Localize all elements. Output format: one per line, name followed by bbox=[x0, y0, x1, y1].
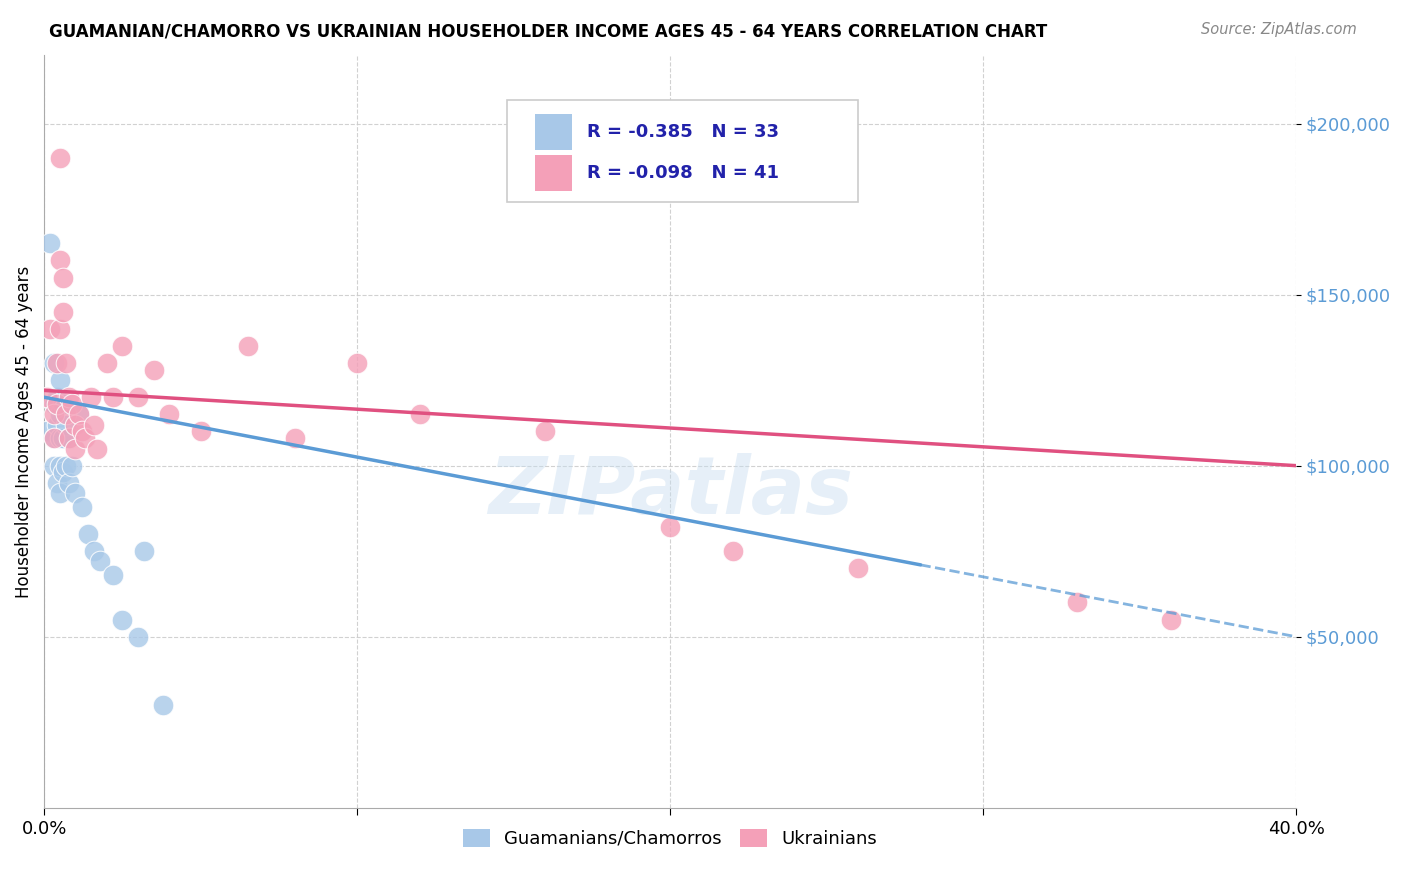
Point bbox=[58, 431, 80, 445]
Point bbox=[58, 390, 80, 404]
Point bbox=[55, 458, 77, 473]
Point bbox=[49, 322, 72, 336]
Point bbox=[49, 373, 72, 387]
Point bbox=[65, 442, 87, 456]
Point bbox=[142, 363, 165, 377]
Point bbox=[49, 253, 72, 268]
Point bbox=[45, 356, 67, 370]
Point bbox=[49, 151, 72, 165]
Point bbox=[127, 630, 149, 644]
Point bbox=[83, 544, 105, 558]
Point bbox=[42, 397, 65, 411]
Text: R = -0.385   N = 33: R = -0.385 N = 33 bbox=[588, 123, 779, 141]
Point bbox=[111, 339, 134, 353]
Point bbox=[49, 431, 72, 445]
Point bbox=[846, 561, 869, 575]
Text: ZIPatlas: ZIPatlas bbox=[488, 452, 852, 531]
Point bbox=[134, 544, 156, 558]
Point bbox=[60, 397, 83, 411]
Point bbox=[1160, 613, 1182, 627]
Point bbox=[45, 390, 67, 404]
Point bbox=[721, 544, 744, 558]
Point bbox=[111, 613, 134, 627]
Point bbox=[67, 408, 90, 422]
Point bbox=[37, 390, 59, 404]
Legend: Guamanians/Chamorros, Ukrainians: Guamanians/Chamorros, Ukrainians bbox=[456, 822, 884, 855]
Point bbox=[52, 397, 75, 411]
Point bbox=[152, 698, 174, 712]
Point bbox=[96, 356, 118, 370]
Point bbox=[45, 475, 67, 490]
Point bbox=[346, 356, 368, 370]
Point bbox=[534, 425, 557, 439]
Point bbox=[77, 527, 100, 541]
Point bbox=[49, 458, 72, 473]
Point bbox=[659, 520, 682, 534]
Point bbox=[101, 390, 124, 404]
Point bbox=[73, 431, 96, 445]
Point bbox=[52, 431, 75, 445]
Point bbox=[83, 417, 105, 432]
Point bbox=[89, 554, 111, 568]
Point bbox=[60, 458, 83, 473]
Point bbox=[52, 304, 75, 318]
Point bbox=[65, 417, 87, 432]
Point bbox=[190, 425, 212, 439]
Point bbox=[70, 425, 93, 439]
Point bbox=[55, 417, 77, 432]
Point bbox=[42, 356, 65, 370]
Point bbox=[49, 408, 72, 422]
Point bbox=[58, 431, 80, 445]
Point bbox=[45, 397, 67, 411]
Point bbox=[52, 270, 75, 285]
Point bbox=[45, 417, 67, 432]
Point bbox=[55, 356, 77, 370]
Point bbox=[283, 431, 305, 445]
Point bbox=[65, 486, 87, 500]
Point bbox=[236, 339, 259, 353]
FancyBboxPatch shape bbox=[534, 154, 572, 191]
Point bbox=[42, 431, 65, 445]
Point bbox=[70, 500, 93, 514]
Point bbox=[127, 390, 149, 404]
Point bbox=[157, 408, 180, 422]
Point bbox=[39, 236, 62, 251]
Text: GUAMANIAN/CHAMORRO VS UKRAINIAN HOUSEHOLDER INCOME AGES 45 - 64 YEARS CORRELATIO: GUAMANIAN/CHAMORRO VS UKRAINIAN HOUSEHOL… bbox=[49, 22, 1047, 40]
FancyBboxPatch shape bbox=[508, 100, 858, 202]
Point bbox=[52, 466, 75, 480]
Point bbox=[67, 408, 90, 422]
Point bbox=[409, 408, 432, 422]
Point bbox=[1066, 595, 1088, 609]
Y-axis label: Householder Income Ages 45 - 64 years: Householder Income Ages 45 - 64 years bbox=[15, 265, 32, 598]
FancyBboxPatch shape bbox=[534, 114, 572, 150]
Point bbox=[58, 475, 80, 490]
Point bbox=[55, 408, 77, 422]
Point bbox=[39, 322, 62, 336]
Point bbox=[42, 408, 65, 422]
Point bbox=[86, 442, 108, 456]
Point bbox=[42, 458, 65, 473]
Point bbox=[80, 390, 103, 404]
Point bbox=[37, 425, 59, 439]
Point bbox=[42, 431, 65, 445]
Text: Source: ZipAtlas.com: Source: ZipAtlas.com bbox=[1201, 22, 1357, 37]
Point bbox=[101, 568, 124, 582]
Text: R = -0.098   N = 41: R = -0.098 N = 41 bbox=[588, 164, 779, 182]
Point bbox=[49, 486, 72, 500]
